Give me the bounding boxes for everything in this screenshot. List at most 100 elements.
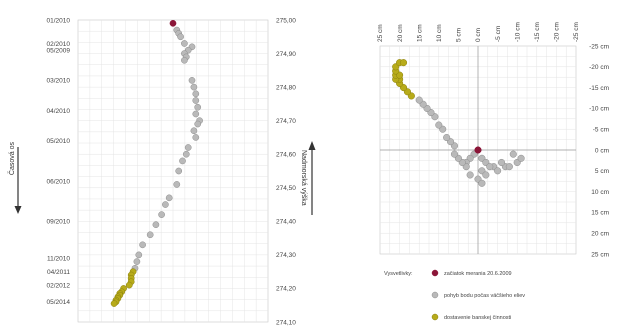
x-tick-label: 15 cm — [416, 24, 423, 42]
date-tick-label: 05/2010 — [47, 138, 71, 145]
y-tick-label: 10 cm — [591, 189, 609, 196]
data-point — [139, 241, 146, 249]
date-tick-label: 02/2012 — [47, 282, 71, 289]
y-tick-label: -5 cm — [593, 127, 609, 134]
data-point — [466, 171, 474, 179]
data-point — [194, 120, 202, 128]
data-point — [505, 163, 513, 171]
data-point — [192, 90, 200, 98]
x-tick-label: 0 cm — [475, 28, 482, 42]
data-point — [486, 163, 494, 171]
data-point — [165, 194, 173, 202]
data-point — [158, 211, 165, 218]
left-grid — [78, 20, 268, 322]
date-tick-label: 03/2010 — [47, 78, 71, 85]
date-tick-label: 04/2011 — [47, 269, 70, 276]
x-tick-label: 5 cm — [456, 28, 463, 42]
legend-label: začiatok merania 20.6.2009 — [444, 271, 512, 277]
right-points — [392, 59, 525, 187]
x-tick-label: 20 cm — [397, 24, 404, 42]
data-point — [110, 300, 118, 307]
data-point — [192, 110, 200, 118]
legend-marker — [431, 313, 439, 321]
data-point — [175, 167, 183, 175]
elevation-tick-label: 274,40 — [276, 219, 296, 226]
x-tick-label: 10 cm — [436, 24, 443, 42]
data-point — [173, 181, 181, 188]
legend-marker — [431, 291, 439, 299]
data-point — [517, 154, 525, 162]
data-point — [192, 134, 200, 141]
y-tick-label: 15 cm — [591, 210, 609, 217]
data-point — [181, 40, 188, 47]
data-point — [443, 133, 451, 142]
elevation-tick-label: 274,10 — [276, 319, 296, 326]
elevation-axis-title: Nadmorská výška — [300, 150, 307, 206]
elevation-axis-arrow-head — [308, 141, 316, 150]
data-point — [184, 144, 192, 151]
data-point — [494, 167, 502, 175]
legend-label: pohyb bodu počas väčšieho eliev — [444, 293, 525, 299]
y-tick-label: 25 cm — [591, 251, 609, 258]
elevation-tick-label: 274,30 — [276, 252, 296, 259]
data-point — [194, 103, 202, 111]
elevation-tick-label: 274,90 — [276, 51, 296, 58]
x-tick-label: -10 cm — [514, 22, 521, 42]
date-tick-label: 09/2010 — [47, 219, 71, 226]
data-point — [177, 33, 184, 41]
data-point — [182, 150, 190, 158]
x-tick-label: 25 cm — [377, 24, 384, 42]
elevation-tick-label: 275,00 — [276, 17, 296, 24]
data-point — [125, 281, 133, 289]
date-tick-label: 01/2010 — [47, 17, 71, 24]
date-tick-label: 05/2014 — [47, 299, 71, 306]
x-tick-label: -5 cm — [495, 26, 502, 42]
right-y-ticks: -25 cm -20 cm -15 cm -10 cm -5 cm 0 cm 5 cm 10 … — [589, 43, 609, 258]
data-point — [399, 59, 408, 67]
date-tick-label: 05/2009 — [47, 48, 71, 55]
data-point — [190, 83, 198, 91]
data-point — [188, 77, 196, 84]
elevation-tick-label: 274,60 — [276, 152, 296, 159]
x-tick-label: -20 cm — [554, 22, 561, 42]
elevation-tick-label: 274,80 — [276, 84, 296, 91]
elevation-tick-label: 274,50 — [276, 185, 296, 192]
date-tick-label: 06/2010 — [47, 178, 71, 185]
data-point — [190, 127, 198, 135]
data-point — [435, 121, 443, 129]
legend-title: Vysvetlivky: — [384, 271, 413, 277]
time-axis-label: Časová os — [7, 142, 22, 214]
data-point — [450, 150, 459, 158]
data-point — [133, 258, 141, 265]
y-tick-label: 20 cm — [591, 231, 609, 238]
date-tick-label: 11/2010 — [47, 256, 70, 263]
legend: Vysvetlivky: začiatok merania 20.6.2009 p… — [384, 269, 525, 321]
elevation-tick-label: 274,70 — [276, 118, 296, 125]
date-tick-label: 02/2010 — [47, 41, 71, 48]
data-point — [179, 157, 186, 165]
data-point — [509, 150, 517, 158]
legend-label: dostavenie banskej činnosti — [444, 315, 511, 321]
data-point — [146, 231, 154, 239]
elevation-axis-label: Nadmorská výška — [300, 141, 316, 215]
y-tick-label: 0 cm — [595, 147, 609, 154]
data-point — [192, 97, 200, 104]
data-point — [478, 179, 486, 187]
x-tick-label: -15 cm — [534, 22, 541, 42]
y-tick-label: -15 cm — [589, 85, 609, 92]
right-x-ticks: 25 cm 20 cm 15 cm 10 cm 5 cm 0 cm -5 cm -10 cm -… — [377, 22, 580, 42]
y-tick-label: 5 cm — [595, 168, 609, 175]
data-point — [162, 201, 169, 208]
data-point — [135, 251, 143, 259]
data-point — [152, 221, 160, 229]
elevation-tick-label: 274,20 — [276, 286, 296, 293]
legend-marker — [431, 269, 439, 277]
x-tick-label: -25 cm — [573, 22, 580, 42]
time-axis-title: Časová os — [7, 142, 16, 176]
date-tick-label: 04/2010 — [47, 108, 71, 115]
data-point — [169, 20, 177, 27]
left-elevation-ticks: 275,00 274,90 274,80 274,70 274,60 274,50 274,… — [276, 17, 296, 326]
